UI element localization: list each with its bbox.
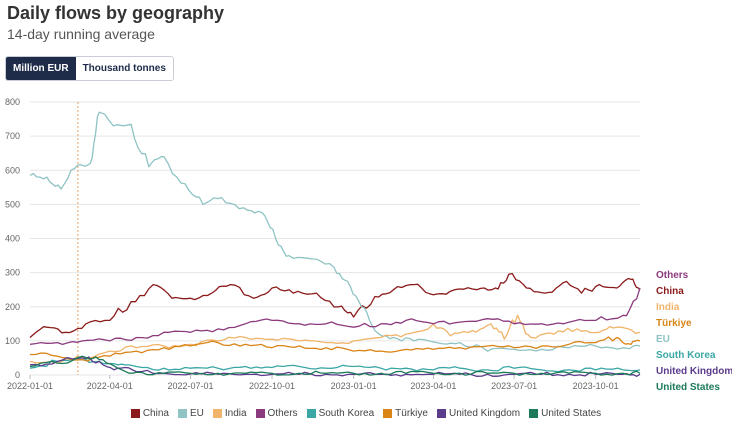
legend-swatch [306,409,316,418]
end-label: Türkiye [656,318,692,329]
legend-swatch [383,409,393,418]
legend-label: United States [541,408,602,419]
end-label: China [656,286,684,297]
million-eur-button[interactable]: Million EUR [6,57,76,80]
chart-title: Daily flows by geography [7,3,225,23]
legend-item[interactable]: China [130,408,169,419]
legend-item[interactable]: Others [255,408,298,419]
y-tick-label: 600 [5,165,20,175]
y-tick-label: 100 [5,336,20,346]
legend-swatch [436,409,446,418]
y-tick-label: 700 [5,131,20,141]
end-label: EU [656,334,670,345]
legend-swatch [529,409,539,418]
legend-label: Türkiye [395,408,428,419]
series-line-eu [29,111,641,352]
legend-label: United Kingdom [448,408,521,419]
y-tick-label: 200 [5,302,20,312]
legend-label: South Korea [318,408,375,419]
legend-swatch [255,409,265,418]
legend-item[interactable]: South Korea [306,408,375,419]
legend-item[interactable]: EU [177,408,204,419]
chart-subtitle: 14-day running average [7,26,155,42]
series-line-united-states [29,355,641,376]
line-chart: 0 100 200 300 400 500 600 700 800 2022-01-01 2022-… [5,97,732,393]
legend-swatch [130,409,140,418]
legend-label: India [224,408,247,419]
end-label: United Kingdom [656,366,732,377]
legend-swatch [177,409,187,418]
x-tick-label: 2023-07-01 [491,381,537,391]
end-label: United States [656,382,720,393]
chart-legend: China EU India Others South Korea Türkiye Unit… [0,408,732,419]
legend-swatch [212,409,222,418]
legend-item[interactable]: India [212,408,247,419]
x-tick-label: 2022-07-01 [167,381,213,391]
x-tick-label: 2022-01-01 [7,381,53,391]
series-line-china [29,272,641,338]
legend-item[interactable]: Türkiye [383,408,428,419]
y-tick-label: 500 [5,199,20,209]
y-tick-label: 800 [5,97,20,107]
legend-item[interactable]: United Kingdom [436,408,521,419]
series-line-others [29,287,641,346]
end-label: South Korea [656,350,716,361]
y-tick-label: 300 [5,268,20,278]
end-label: India [656,302,680,313]
legend-label: China [142,408,169,419]
x-tick-label: 2023-01-01 [331,381,377,391]
x-tick-label: 2022-04-01 [87,381,133,391]
end-label: Others [656,270,689,281]
x-tick-label: 2023-10-01 [573,381,619,391]
y-tick-label: 0 [15,370,20,380]
series-line-india [29,314,641,364]
series-line-south-korea [29,358,641,373]
series-line-türkiye [30,336,641,362]
legend-label: EU [189,408,204,419]
unit-toggle: Million EUR Thousand tonnes [5,56,174,81]
y-tick-label: 400 [5,234,20,244]
x-tick-label: 2023-04-01 [410,381,456,391]
legend-item[interactable]: United States [529,408,601,419]
x-tick-label: 2022-10-01 [249,381,295,391]
legend-label: Others [267,408,298,419]
thousand-tonnes-button[interactable]: Thousand tonnes [75,57,173,80]
